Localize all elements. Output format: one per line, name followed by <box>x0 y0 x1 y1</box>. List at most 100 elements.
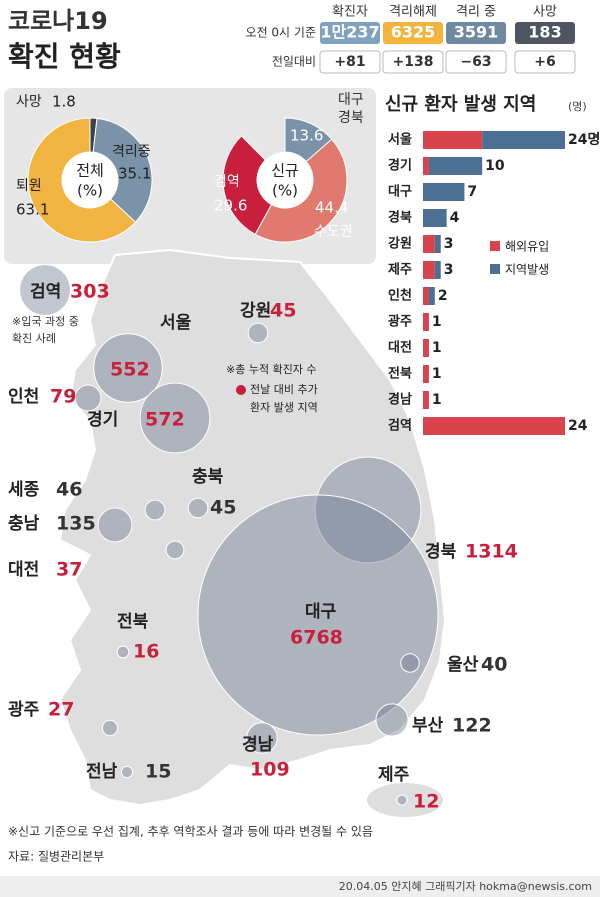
total-label: 2 <box>438 288 448 304</box>
bar-segment <box>423 183 465 201</box>
region-value: 1314 <box>465 541 518 563</box>
region-note: ※입국 과정 중 <box>12 315 79 328</box>
region-value: 45 <box>210 497 236 519</box>
category-label: 인천 <box>388 288 412 304</box>
bar-segment <box>423 339 429 357</box>
total-label: 10 <box>485 158 505 174</box>
bar-segment <box>423 365 429 383</box>
region-name: 광주 <box>8 700 40 720</box>
region-name: 대구 <box>305 602 337 622</box>
slice-name: 경북 <box>338 110 364 126</box>
pie-center-label: 전체 <box>76 162 104 180</box>
total-label: 3 <box>444 236 454 252</box>
bar-segment <box>423 131 483 149</box>
total-label: 1 <box>432 366 442 382</box>
pie-center-label: 신규 <box>271 162 299 180</box>
legend-label: 지역발생 <box>505 263 549 277</box>
subtitle: 확진 현황 <box>8 40 121 73</box>
bar-segment <box>428 287 435 305</box>
case-bubble <box>144 499 166 521</box>
legend-label: 해외유입 <box>505 240 549 254</box>
pie-hole <box>62 152 118 208</box>
case-bubble <box>375 703 409 737</box>
bar-segment <box>423 417 565 435</box>
region-value: 16 <box>133 641 159 663</box>
region-name: 대전 <box>8 560 39 580</box>
bar-segment <box>423 235 435 253</box>
category-label: 대전 <box>388 340 412 356</box>
pie-center-label: (%) <box>77 182 103 200</box>
region-name: 부산 <box>412 716 444 736</box>
region-name: 충북 <box>192 467 224 487</box>
bar-unit: (명) <box>568 100 587 113</box>
region-name: 경남 <box>242 735 274 755</box>
pie-hole <box>257 152 313 208</box>
case-bubble <box>74 384 102 412</box>
status-change-cell <box>319 50 381 74</box>
slice-name: 검역 <box>214 174 240 190</box>
status-change-cell <box>514 50 576 74</box>
case-bubble <box>139 382 211 454</box>
total-label: 3 <box>444 262 454 278</box>
total-label: 1 <box>432 314 442 330</box>
region-value: 79 <box>50 386 76 408</box>
region-note: 확진 사례 <box>12 332 56 345</box>
bar-segment <box>482 131 565 149</box>
region-name: 인천 <box>8 387 39 407</box>
slice-value: 44.4 <box>315 199 348 217</box>
region-value: 15 <box>145 761 171 783</box>
total-label: 1 <box>432 340 442 356</box>
region-value: 46 <box>56 479 82 501</box>
category-label: 대구 <box>388 185 412 200</box>
case-bubble <box>396 794 408 806</box>
slice-name: 수도권 <box>314 224 353 240</box>
case-bubble <box>19 264 71 316</box>
bar-segment <box>428 157 483 175</box>
case-bubble <box>93 333 163 403</box>
total-label: 7 <box>467 184 477 200</box>
total-label: 24 <box>568 418 588 434</box>
status-change-cell <box>382 50 444 74</box>
category-label: 전북 <box>388 366 412 382</box>
region-value: 45 <box>270 300 296 322</box>
bar-title: 신규 환자 발생 지역 <box>385 93 536 115</box>
status-header: 격리해제 <box>389 5 437 20</box>
case-bubble <box>101 719 119 737</box>
region-name: 전북 <box>117 612 149 632</box>
bar-segment <box>423 261 435 279</box>
status-header: 확진자 <box>332 5 368 20</box>
category-label: 검역 <box>388 418 412 434</box>
slice-value: 1.8 <box>52 93 76 111</box>
region-name: 경북 <box>425 542 457 562</box>
status-cell <box>515 22 575 44</box>
case-bubble <box>314 456 422 564</box>
region-name: 경기 <box>87 410 118 430</box>
slice-name: 퇴원 <box>16 178 42 194</box>
region-value: 122 <box>452 715 492 737</box>
case-bubble <box>187 497 209 519</box>
slice-value: 35.1 <box>118 165 151 183</box>
region-value: 27 <box>48 699 74 721</box>
region-name: 전남 <box>86 762 118 782</box>
status-header: 격리 중 <box>456 5 496 20</box>
slice-name: 사망 <box>16 94 42 110</box>
status-value: +81 <box>334 54 365 70</box>
map-note-total: ※총 누적 확진자 수 <box>226 363 317 376</box>
region-value: 135 <box>56 513 96 535</box>
pie-center-label: (%) <box>272 182 298 200</box>
status-row-label: 전일대비 <box>272 55 316 69</box>
credit-bar <box>0 876 600 897</box>
credit: 20.04.05 안지혜 그래픽기자 hokma@newsis.com <box>339 880 592 893</box>
region-name: 충남 <box>8 514 40 534</box>
case-bubble <box>246 722 278 754</box>
category-label: 제주 <box>388 263 412 278</box>
region-name: 검역 <box>30 282 61 302</box>
status-value: 6325 <box>391 23 436 42</box>
slice-name: 대구 <box>338 92 364 108</box>
slice-value: 13.6 <box>290 127 323 145</box>
status-row-label: 오전 0시 기준 <box>246 26 316 40</box>
region-name: 제주 <box>378 765 410 785</box>
footnote: ※신고 기준으로 우선 집계, 추후 역학조사 결과 등에 따라 변경될 수 있… <box>8 825 373 839</box>
total-label: 4 <box>450 210 460 226</box>
